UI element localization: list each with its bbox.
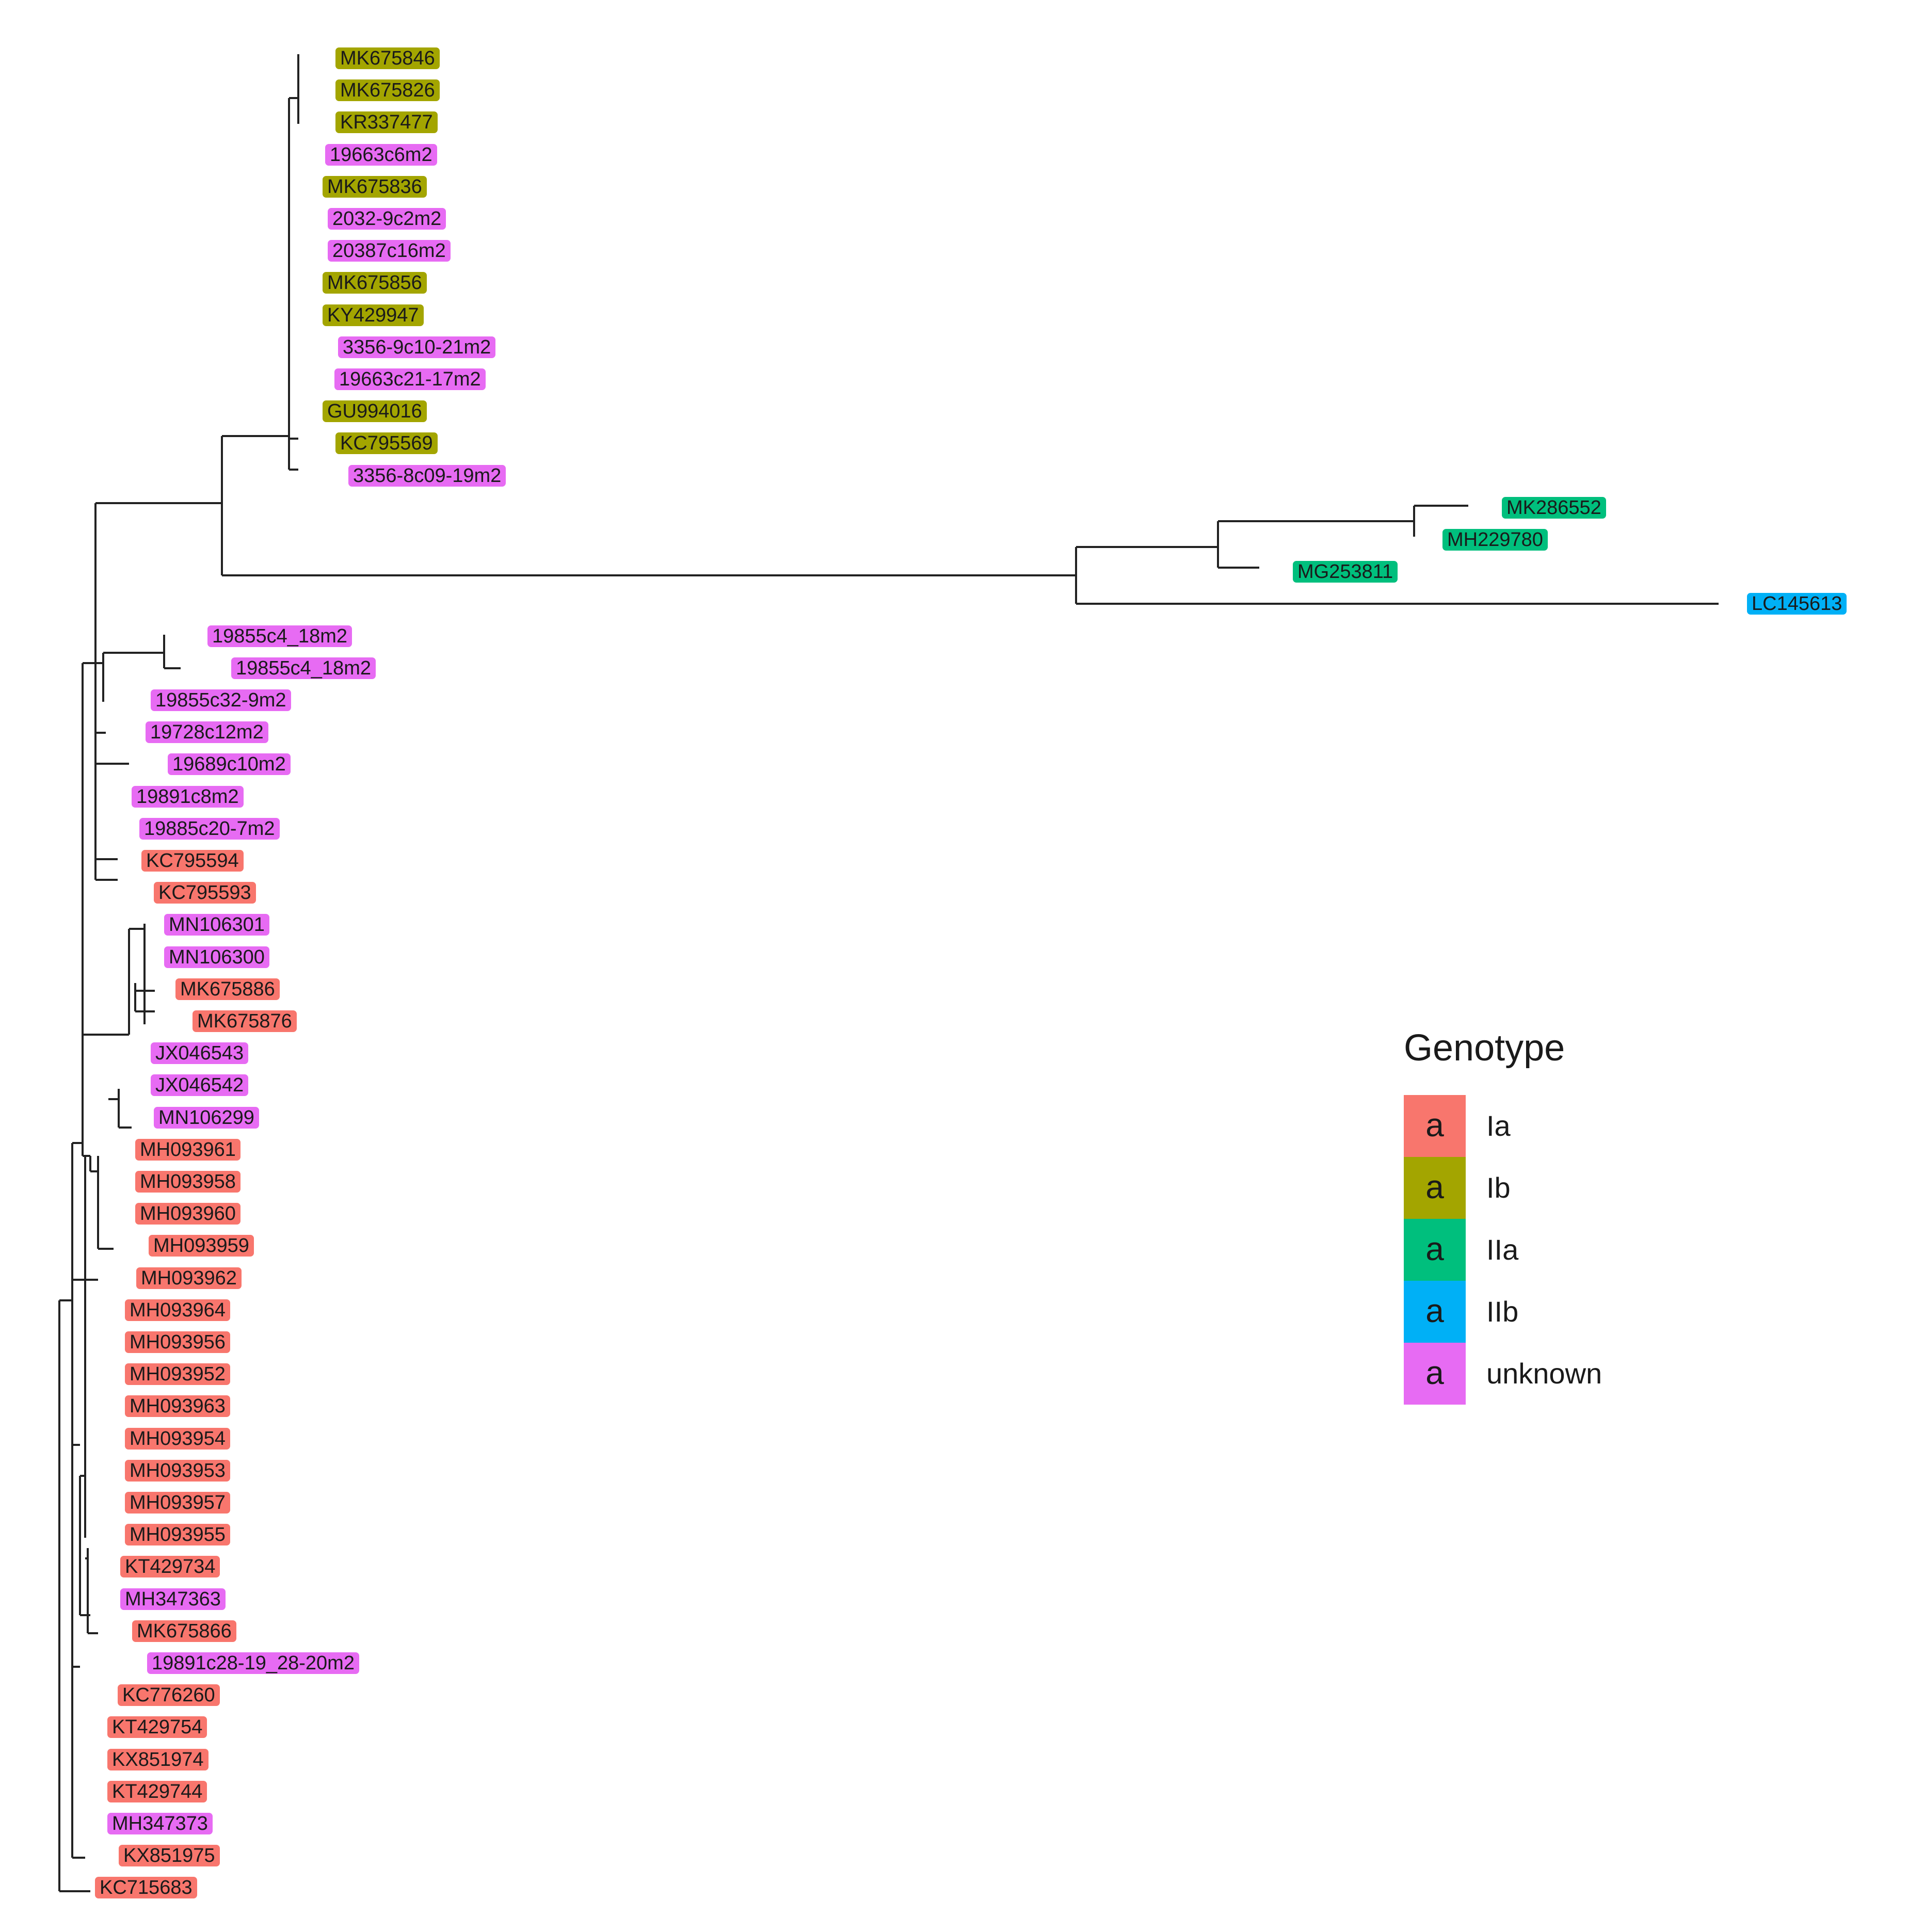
tip-label: MK675856 <box>323 272 427 294</box>
legend-label-iib: IIb <box>1486 1295 1519 1328</box>
legend-title: Genotype <box>1404 1027 1565 1069</box>
tip-label: MH093957 <box>125 1492 230 1514</box>
legend-label-iia: IIa <box>1486 1233 1519 1266</box>
tip-label: 3356-9c10-21m2 <box>338 336 496 358</box>
legend-key-unknown: a <box>1404 1343 1466 1405</box>
tip-label: 19885c20-7m2 <box>139 817 280 840</box>
tip-label: KT429744 <box>107 1780 207 1802</box>
legend-key-ia: a <box>1404 1095 1466 1157</box>
tip-label: 19855c4_18m2 <box>231 657 376 679</box>
tip-label: 2032-9c2m2 <box>328 208 446 230</box>
tip-label: KX851974 <box>107 1748 209 1770</box>
tip-label: 19689c10m2 <box>168 753 291 776</box>
tip-label: LC145613 <box>1747 593 1847 615</box>
tip-label: MG253811 <box>1293 561 1398 583</box>
tip-label: KC795569 <box>335 432 438 455</box>
tip-label: JX046543 <box>151 1042 249 1065</box>
tip-label: KC776260 <box>118 1684 220 1706</box>
tip-label: 19663c6m2 <box>325 143 437 166</box>
tip-label: MH093952 <box>125 1363 230 1386</box>
tip-label: 19728c12m2 <box>146 721 268 744</box>
tip-label: MK675836 <box>323 175 427 198</box>
tip-label: MN106300 <box>164 946 269 968</box>
tip-label: MN106301 <box>164 914 269 936</box>
tip-label: MH093962 <box>136 1267 242 1289</box>
tip-label: MK675866 <box>132 1620 236 1642</box>
tip-label: 3356-8c09-19m2 <box>348 464 506 487</box>
tip-label: MH347363 <box>120 1588 226 1610</box>
tip-label: 19891c28-19_28-20m2 <box>147 1652 359 1674</box>
tip-label: MH093956 <box>125 1331 230 1353</box>
tip-label: 19891c8m2 <box>132 785 244 808</box>
tip-label: MH093964 <box>125 1299 230 1321</box>
tip-label: MH347373 <box>107 1813 213 1834</box>
tip-label: MK675846 <box>335 47 440 69</box>
tip-label: MN106299 <box>154 1106 259 1129</box>
legend-key-ib: a <box>1404 1157 1466 1219</box>
tip-label: 19663c21-17m2 <box>334 368 486 390</box>
legend-key-iib: a <box>1404 1281 1466 1343</box>
tip-label: KX851975 <box>119 1845 220 1867</box>
tip-label: KT429734 <box>120 1556 220 1578</box>
tip-label: KC795594 <box>141 850 244 872</box>
tip-label: MH229780 <box>1442 529 1548 551</box>
tip-label: 19855c32-9m2 <box>151 689 291 711</box>
tip-label: MH093961 <box>135 1138 240 1161</box>
legend-label-ib: Ib <box>1486 1171 1511 1204</box>
tip-label: KY429947 <box>323 304 424 326</box>
tip-label: 20387c16m2 <box>328 240 451 262</box>
tip-label: 19855c4_18m2 <box>207 625 352 647</box>
tip-label: KT429754 <box>107 1716 207 1738</box>
tip-label: KC795593 <box>154 882 256 904</box>
tip-label: MK286552 <box>1502 496 1606 519</box>
tip-label: KC715683 <box>95 1877 197 1899</box>
legend-key-iia: a <box>1404 1219 1466 1281</box>
tip-label: MH093953 <box>125 1459 230 1482</box>
tip-label: MH093959 <box>149 1235 254 1257</box>
legend-label-ia: Ia <box>1486 1109 1511 1142</box>
tip-label: MH093954 <box>125 1427 230 1450</box>
tip-label: JX046542 <box>151 1074 249 1097</box>
tip-label: MK675886 <box>175 978 280 1000</box>
tip-label: MK675826 <box>335 79 440 102</box>
tip-label: MH093960 <box>135 1203 240 1225</box>
tip-label: MH093955 <box>125 1524 230 1546</box>
tip-label: GU994016 <box>323 400 427 423</box>
legend-label-unknown: unknown <box>1486 1357 1602 1390</box>
tip-label: MH093963 <box>125 1395 230 1418</box>
tip-label: KR337477 <box>335 111 438 134</box>
tip-label: MK675876 <box>193 1010 297 1032</box>
tip-label: MH093958 <box>135 1171 240 1193</box>
